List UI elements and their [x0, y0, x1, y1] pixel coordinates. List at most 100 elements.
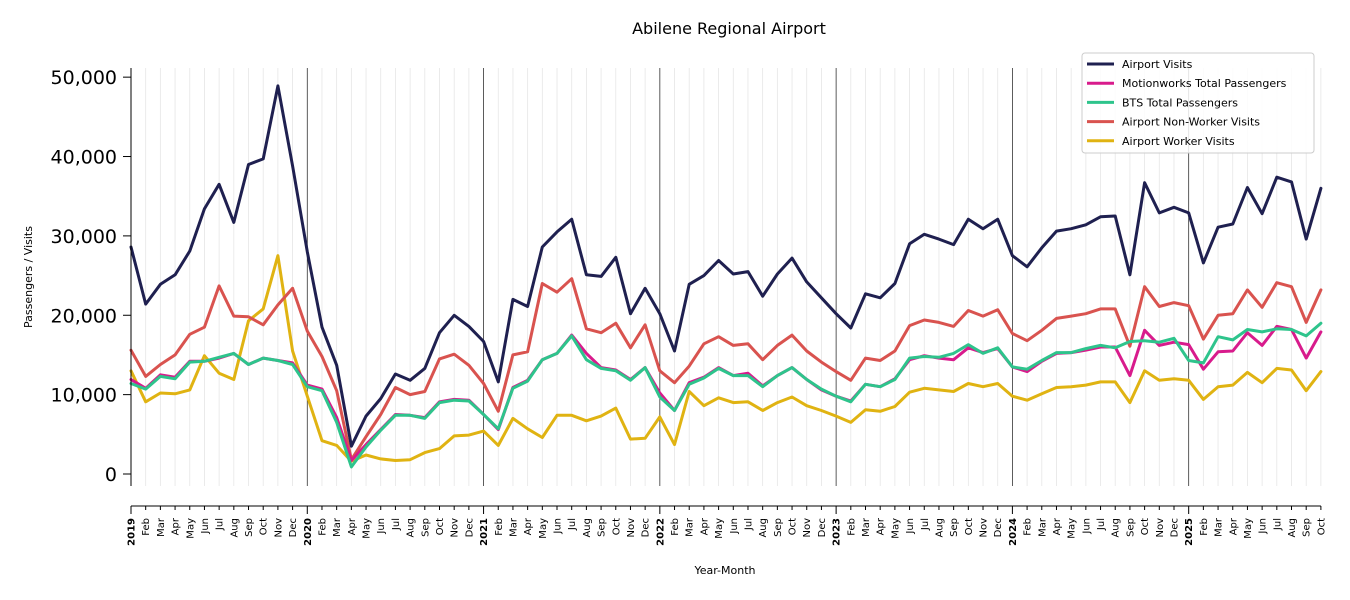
x-tick-label-month: Aug [758, 518, 769, 538]
x-axis-label: Year-Month [693, 564, 755, 577]
y-tick-label: 20,000 [51, 305, 117, 327]
x-tick-label-month: Mar [156, 517, 167, 537]
x-tick-label-month: Sep [597, 518, 608, 537]
x-tick-label-month: May [1067, 518, 1078, 539]
x-tick-label-month: Apr [523, 517, 534, 535]
x-tick-label-month: Sep [1302, 518, 1313, 537]
x-tick-label-month: May [185, 518, 196, 539]
x-tick-label-month: Dec [464, 518, 475, 537]
x-tick-label-month: Jun [1258, 518, 1269, 535]
legend: Airport Visits Motionworks Total Passenge… [1081, 52, 1315, 154]
x-tick-label-month: Mar [508, 517, 519, 537]
x-tick-label-month: Sep [420, 518, 431, 537]
x-tick-label-month: Mar [1037, 517, 1048, 537]
x-tick-label-month: Oct [611, 518, 622, 535]
x-tick-label-month: Sep [949, 518, 960, 537]
x-tick-label-month: Dec [993, 518, 1004, 537]
x-tick-label-month: Aug [406, 518, 417, 538]
x-tick-label-month: Apr [1228, 517, 1239, 535]
legend-label: Motionworks Total Passengers [1122, 77, 1287, 90]
x-tick-label-month: Jun [729, 518, 740, 535]
y-axis-label: Passengers / Visits [22, 226, 35, 328]
x-tick-label-month: Aug [229, 518, 240, 538]
x-tick-label-month: May [714, 518, 725, 539]
series-layer [129, 84, 1323, 469]
x-tick-label-month: May [890, 518, 901, 539]
x-axis: 2019 Feb Mar Apr May Jun Jul Aug Sep Oct Nov Dec 202… [127, 505, 1327, 546]
x-tick-label-month: Oct [435, 518, 446, 535]
x-tick-label-month: Oct [964, 518, 975, 535]
x-tick-label-month: Apr [347, 517, 358, 535]
chart-title: Abilene Regional Airport [632, 19, 826, 38]
x-tick-label-month: Feb [1199, 518, 1210, 536]
x-tick-label-month: Feb [1023, 518, 1034, 536]
x-tick-label-month: Nov [802, 518, 813, 538]
x-tick-label-month: Nov [1155, 518, 1166, 538]
x-tick-label-month: May [362, 518, 373, 539]
x-tick-label-month: Aug [1287, 518, 1298, 538]
x-tick-label-month: Sep [1125, 518, 1136, 537]
x-tick-label-month: Jul [743, 518, 754, 531]
x-tick-label-month: Oct [1316, 518, 1327, 535]
x-tick-label-month: May [538, 518, 549, 539]
legend-box [1081, 52, 1315, 154]
series-line-bts-total-passengers [129, 321, 1323, 469]
x-tick-label-month: Aug [1111, 518, 1122, 538]
x-tick-label-month: Nov [273, 518, 284, 538]
y-tick-label: 50,000 [51, 67, 117, 89]
x-tick-label-month: Feb [317, 518, 328, 536]
x-tick-label-month: Jun [376, 518, 387, 535]
x-tick-label-month: Apr [876, 517, 887, 535]
x-tick-label-month: Apr [699, 517, 710, 535]
x-tick-label-month: Aug [934, 518, 945, 538]
y-tick-label: 10,000 [51, 385, 117, 407]
x-tick-label-year: 2022 [655, 518, 666, 546]
series-line-airport-worker-visits [129, 254, 1323, 463]
x-tick-label-year: 2020 [303, 518, 314, 546]
x-tick-label-month: May [1243, 518, 1254, 539]
x-tick-label-year: 2019 [127, 518, 138, 546]
x-tick-label-year: 2024 [1008, 518, 1019, 546]
x-tick-label-month: Mar [861, 517, 872, 537]
series-line-airport-visits [129, 84, 1323, 448]
x-tick-label-month: Oct [788, 518, 799, 535]
x-tick-label-month: Apr [171, 517, 182, 535]
legend-label: Airport Non-Worker Visits [1122, 116, 1260, 129]
x-tick-label-year: 2025 [1184, 518, 1195, 546]
x-tick-label-month: Sep [244, 518, 255, 537]
x-tick-label-month: Feb [494, 518, 505, 536]
x-tick-label-month: Jul [391, 518, 402, 531]
x-tick-label-month: Jun [1081, 518, 1092, 535]
y-tick-label: 0 [105, 464, 117, 486]
series-line-airport-non-worker-visits [129, 277, 1323, 462]
series-line-motionworks-total-passengers [129, 324, 1323, 462]
x-tick-label-month: Mar [332, 517, 343, 537]
x-tick-label-month: Feb [141, 518, 152, 536]
x-tick-label-month: Nov [626, 518, 637, 538]
x-tick-label-month: Aug [582, 518, 593, 538]
x-tick-label-year: 2023 [832, 518, 843, 546]
x-tick-label-month: Nov [979, 518, 990, 538]
x-tick-label-month: Sep [773, 518, 784, 537]
x-tick-label-month: Feb [846, 518, 857, 536]
x-tick-label-month: Jul [215, 518, 226, 531]
x-tick-label-month: Oct [259, 518, 270, 535]
x-tick-label-month: Dec [641, 518, 652, 537]
x-tick-label-month: Dec [288, 518, 299, 537]
y-tick-label: 30,000 [51, 226, 117, 248]
x-tick-label-month: Jun [905, 518, 916, 535]
x-tick-label-month: Feb [670, 518, 681, 536]
x-tick-label-month: Dec [817, 518, 828, 537]
x-tick-label-month: Jul [1096, 518, 1107, 531]
x-tick-label-month: Jun [553, 518, 564, 535]
x-tick-label-month: Jun [200, 518, 211, 535]
x-tick-label-month: Jul [567, 518, 578, 531]
x-tick-label-month: Nov [450, 518, 461, 538]
x-tick-label-month: Jul [920, 518, 931, 531]
legend-label: BTS Total Passengers [1122, 96, 1238, 109]
x-tick-label-month: Apr [1052, 517, 1063, 535]
y-axis: 0 10,000 20,000 30,000 40,000 50,000 [51, 67, 132, 486]
x-tick-label-year: 2021 [479, 518, 490, 546]
legend-label: Airport Worker Visits [1122, 135, 1235, 148]
